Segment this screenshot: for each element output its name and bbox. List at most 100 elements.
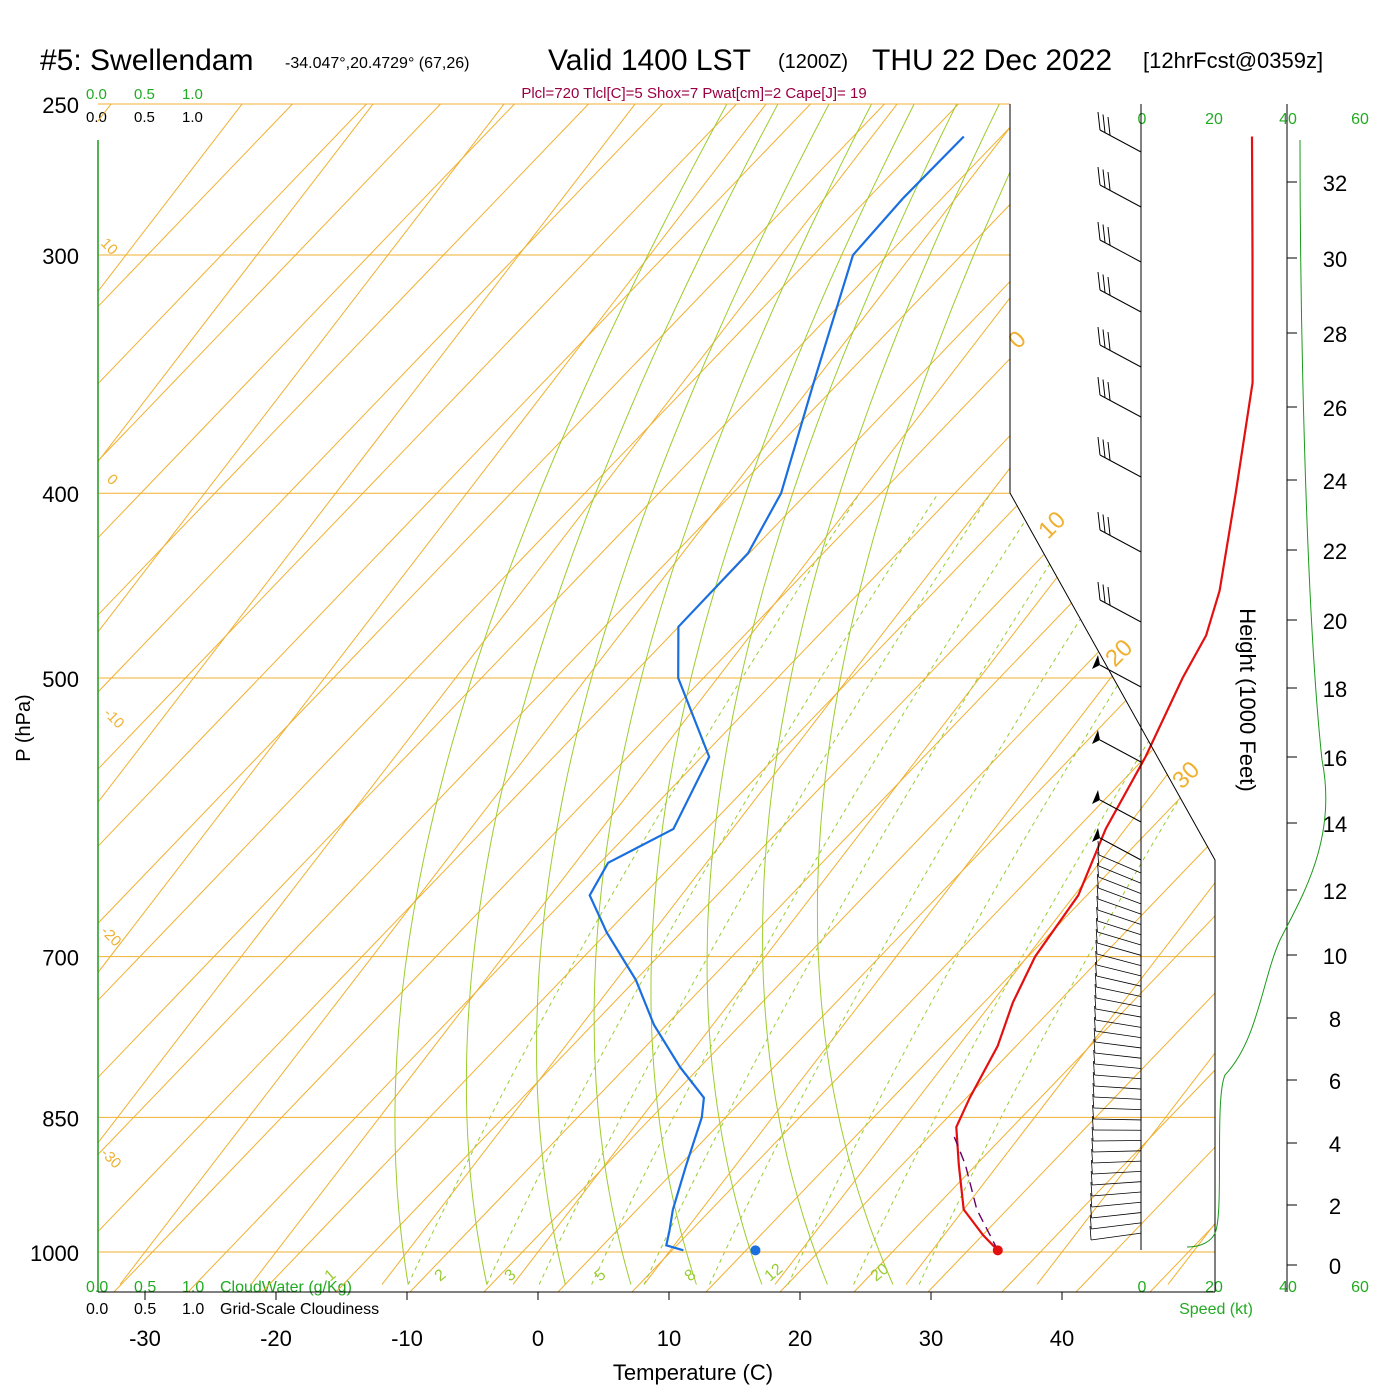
isotherm-label: -20: [97, 923, 124, 950]
wind-barb-flag: [1102, 329, 1106, 348]
wind-barb-staff: [1097, 909, 1142, 925]
wind-barb-staff: [1092, 1150, 1142, 1153]
isotherm-line: [643, 104, 1215, 1285]
isotherm-line: [98, 104, 269, 1285]
dry-adiabat-line: [98, 104, 369, 1292]
wind-barb-staff: [1092, 1170, 1142, 1175]
wind-barb: [1097, 376, 1142, 418]
dry-adiabat-line: [98, 104, 443, 1292]
wind-barb-pennant: [1092, 790, 1100, 804]
wind-barb-staff: [1099, 599, 1142, 623]
wind-barb-staff: [1099, 837, 1142, 861]
wind-barb-flag: [1097, 436, 1101, 456]
wind-barb-flag: [1096, 906, 1099, 922]
wind-barb-staff: [1096, 986, 1142, 997]
wind-barb-flag: [1093, 1027, 1096, 1043]
dry-adiabat-line: [409, 104, 1215, 1292]
wind-barb-flag: [1107, 171, 1111, 191]
wind-barb-flag: [1102, 169, 1106, 188]
height-tick-label: 30: [1323, 247, 1347, 272]
dry-adiabat-line: [483, 104, 1215, 1292]
y-tick-label: 850: [42, 1106, 79, 1131]
plot-area: [98, 102, 1400, 1292]
wind-barb-staff: [1099, 799, 1142, 823]
dry-adiabat-line: [705, 104, 1215, 1292]
height-tick-label: 0: [1329, 1254, 1341, 1279]
dry-adiabat-line: [1372, 102, 1400, 1292]
cloudiness-label: Grid-Scale Cloudiness: [220, 1301, 379, 1318]
mixing-ratio-label: 8: [682, 1266, 700, 1285]
x-tick-label: -30: [129, 1326, 161, 1351]
wind-barb-flag: [1107, 586, 1111, 606]
wind-barb-staff: [1097, 920, 1142, 936]
moist-adiabat-line: [394, 104, 728, 1285]
dry-adiabat-line: [98, 104, 1109, 1292]
mixing-ratio-label: 12: [762, 1261, 787, 1286]
wind-barb-flag: [1093, 1049, 1096, 1065]
wind-barb-flag: [1095, 939, 1098, 955]
wind-barb-flag: [1096, 873, 1099, 889]
wind-barb-staff: [1099, 739, 1142, 763]
wind-barb-flag: [1096, 917, 1098, 933]
station-coords: -34.047°,20.4729° (67,26): [285, 55, 469, 72]
y-tick-label: 400: [42, 482, 79, 507]
dry-adiabat-line: [98, 104, 887, 1292]
wind-barb: [1097, 221, 1142, 263]
series-line-parcel: [953, 1136, 999, 1251]
wind-barb: [1092, 1071, 1142, 1090]
height-tick-label: 16: [1323, 746, 1347, 771]
wind-barb-staff: [1093, 1096, 1142, 1100]
wind-barb: [1097, 851, 1142, 884]
cloud-scale-bottom: 0.0 0.5 1.0 CloudWater (g/Kg) 0.0 0.5 1.…: [86, 1279, 379, 1318]
wind-barb: [1092, 1082, 1142, 1100]
speed-tick-bottom: 60: [1351, 1279, 1369, 1296]
wind-barb-flag: [1107, 331, 1111, 351]
dry-adiabat-line: [1298, 102, 1400, 1292]
wind-barb: [1097, 511, 1142, 553]
valid-time: Valid 1400 LST: [548, 44, 751, 77]
wind-barb: [1093, 1049, 1142, 1069]
mixing-ratio-line: [591, 492, 1044, 1285]
isotherm-label: 20: [1100, 634, 1138, 672]
dry-adiabat-line: [98, 104, 739, 1292]
wind-barb: [1097, 166, 1142, 208]
wind-barb-staff: [1095, 1030, 1142, 1039]
moist-adiabat-line: [762, 104, 1000, 1285]
isotherm-line: [381, 104, 1215, 1285]
wind-barb-flag: [1102, 514, 1106, 533]
y-tick-label: 500: [42, 667, 79, 692]
wind-barb-flag: [1102, 114, 1106, 133]
wind-barb: [1097, 581, 1142, 623]
height-tick-label: 18: [1323, 677, 1347, 702]
wind-barb: [1097, 326, 1142, 368]
isotherm-label: 0: [1003, 326, 1032, 355]
wind-barbs: [1089, 104, 1142, 1250]
cloudiness-tick-bottom: 0.5: [134, 1301, 156, 1318]
wind-barb-flag: [1097, 376, 1101, 396]
wind-barb: [1089, 1214, 1142, 1230]
wind-barb-flag: [1092, 1082, 1095, 1098]
wind-barb-staff: [1094, 1085, 1142, 1090]
wind-barb-staff: [1094, 1052, 1142, 1059]
dry-adiabat-line: [1149, 104, 1215, 1292]
wind-barb-staff: [1098, 876, 1142, 894]
mixing-ratio-line: [643, 492, 1096, 1285]
wind-barb-staff: [1090, 1232, 1142, 1241]
height-tick-label: 10: [1323, 944, 1347, 969]
wind-barb-flag: [1097, 511, 1101, 531]
mixing-ratio-line: [787, 492, 1215, 1285]
cloudiness-tick-bottom: 0.0: [86, 1301, 108, 1318]
mixing-ratio-line: [486, 492, 939, 1285]
wind-barb-staff: [1095, 997, 1142, 1008]
wind-barb-flag: [1107, 441, 1111, 461]
wind-barb: [1094, 994, 1142, 1018]
height-tick-label: 22: [1323, 539, 1347, 564]
wind-barb: [1089, 1225, 1142, 1241]
speed-tick-bottom: 0: [1138, 1279, 1147, 1296]
wind-barb-flag: [1097, 111, 1101, 131]
wind-barb-flag: [1091, 1126, 1094, 1142]
wind-barb-staff: [1091, 1222, 1142, 1230]
wind-barb: [1090, 1170, 1142, 1186]
